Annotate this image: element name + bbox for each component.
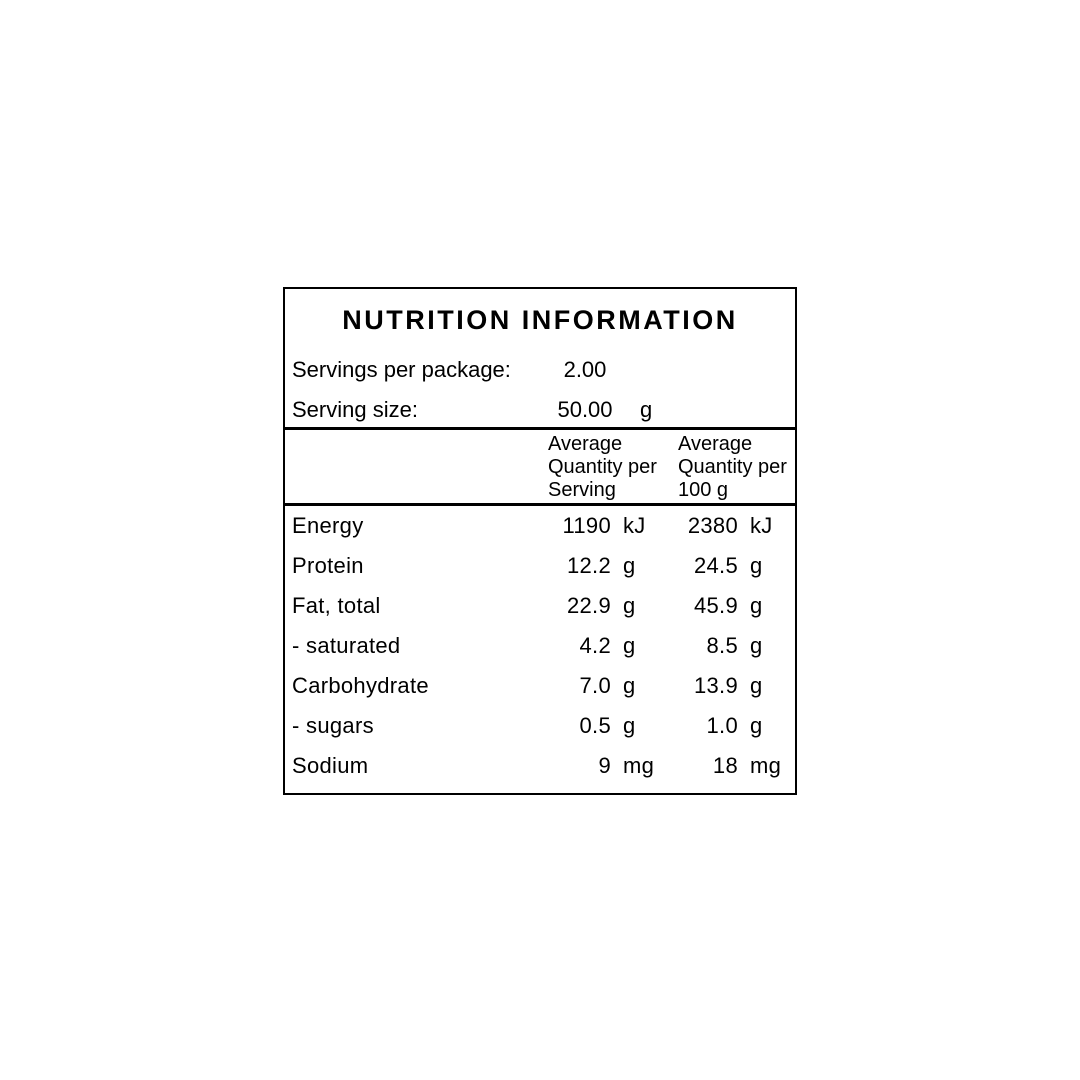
table-row-carbohydrate: Carbohydrate 7.0 g 13.9 g <box>285 666 795 706</box>
serving-size-value: 50.00 <box>557 397 613 422</box>
per-100g-value: 1.0 <box>706 713 738 738</box>
table-row-energy: Energy 1190 kJ 2380 kJ <box>285 506 795 546</box>
per-100g-value: 24.5 <box>693 553 738 578</box>
per-100g-column-header: Average Quantity per 100 g <box>678 433 795 503</box>
per-100g-header-line1: Average <box>678 433 753 455</box>
servings-per-package-value: 2.00 <box>563 357 607 382</box>
nutrient-name: Energy <box>292 513 364 538</box>
per-100g-value: 2380 <box>687 513 738 538</box>
nutrient-name: Protein <box>292 553 364 578</box>
table-row-sodium: Sodium 9 mg 18 mg <box>285 746 795 786</box>
table-row-sugars: - sugars 0.5 g 1.0 g <box>285 706 795 746</box>
nutrient-name: Fat, total <box>292 593 381 618</box>
per-100g-header-line3: 100 g <box>678 479 729 501</box>
table-row-fat-total: Fat, total 22.9 g 45.9 g <box>285 586 795 626</box>
per-serving-header-line2: Quantity per <box>548 456 657 478</box>
per-100g-unit: g <box>750 553 763 578</box>
per-serving-value: 22.9 <box>566 593 611 618</box>
per-100g-unit: g <box>750 633 763 658</box>
nutrient-name: - saturated <box>292 633 401 658</box>
per-serving-value: 4.2 <box>579 633 611 658</box>
per-100g-unit: g <box>750 593 763 618</box>
per-100g-value: 18 <box>712 753 738 778</box>
per-100g-unit: kJ <box>750 513 773 538</box>
per-serving-value: 9 <box>598 753 611 778</box>
nutrient-name: - sugars <box>292 713 374 738</box>
serving-info-section: NUTRITION INFORMATION Servings per packa… <box>285 289 795 430</box>
servings-per-package-label: Servings per package: <box>292 357 511 382</box>
per-serving-value: 7.0 <box>579 673 611 698</box>
per-serving-column-header: Average Quantity per Serving <box>548 433 678 503</box>
per-serving-unit: g <box>623 553 636 578</box>
table-row-protein: Protein 12.2 g 24.5 g <box>285 546 795 586</box>
servings-per-package-row: Servings per package: 2.00 <box>285 350 795 390</box>
nutrition-information-panel: NUTRITION INFORMATION Servings per packa… <box>283 287 797 795</box>
per-serving-unit: kJ <box>623 513 646 538</box>
nutrient-name: Sodium <box>292 753 369 778</box>
per-100g-unit: g <box>750 673 763 698</box>
per-100g-value: 8.5 <box>706 633 738 658</box>
nutrient-name: Carbohydrate <box>292 673 429 698</box>
per-100g-value: 13.9 <box>693 673 738 698</box>
per-serving-unit: mg <box>623 753 655 778</box>
per-100g-unit: g <box>750 713 763 738</box>
column-headers-section: Average Quantity per Serving Average Qua… <box>285 430 795 506</box>
per-100g-value: 45.9 <box>693 593 738 618</box>
serving-size-unit: g <box>640 397 653 422</box>
per-serving-value: 0.5 <box>579 713 611 738</box>
per-serving-header-line3: Serving <box>548 479 616 501</box>
per-serving-unit: g <box>623 593 636 618</box>
per-serving-value: 1190 <box>562 513 611 538</box>
per-100g-header-line2: Quantity per <box>678 456 787 478</box>
table-row-saturated-fat: - saturated 4.2 g 8.5 g <box>285 626 795 666</box>
nutrient-table: Energy 1190 kJ 2380 kJ Protein 12.2 g 24… <box>285 506 795 787</box>
per-serving-header-line1: Average <box>548 433 623 455</box>
serving-size-row: Serving size: 50.00 g <box>285 390 795 430</box>
serving-size-label: Serving size: <box>292 397 418 422</box>
per-serving-unit: g <box>623 673 636 698</box>
per-serving-unit: g <box>623 633 636 658</box>
per-100g-unit: mg <box>750 753 782 778</box>
per-serving-unit: g <box>623 713 636 738</box>
per-serving-value: 12.2 <box>566 553 611 578</box>
panel-title: NUTRITION INFORMATION <box>342 305 738 335</box>
